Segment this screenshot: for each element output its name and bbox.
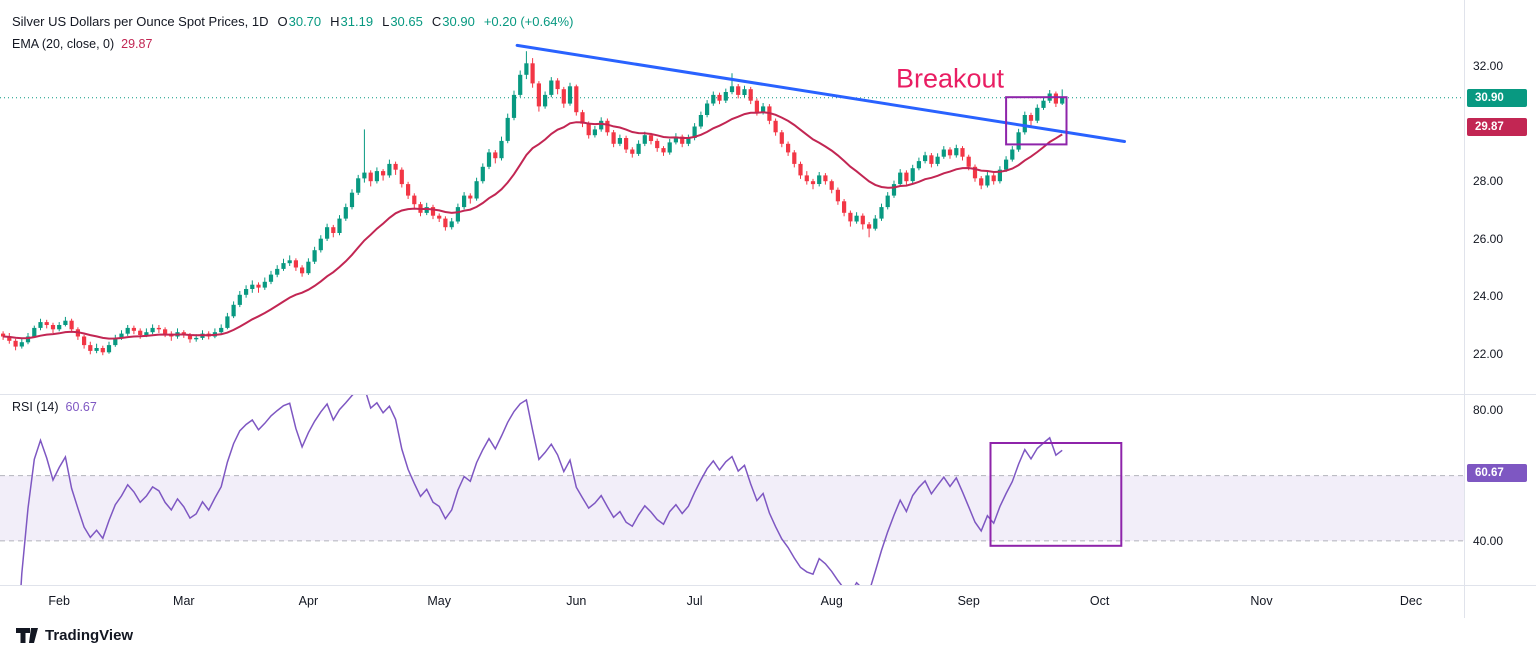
x-axis-label: Feb — [48, 594, 70, 608]
price-axis[interactable]: 32.00 28.00 26.00 24.00 22.00 30.90 29.87 80.00… — [1464, 0, 1536, 618]
open-label: O — [277, 14, 288, 29]
panel-separator[interactable] — [0, 394, 1536, 395]
tradingview-logo-icon[interactable] — [16, 628, 38, 643]
high-value: 31.19 — [340, 14, 374, 29]
close-value: 30.90 — [442, 14, 475, 29]
x-axis-label: Nov — [1250, 594, 1273, 608]
ohlc-close: C30.90 — [432, 13, 475, 31]
x-axis-label: May — [427, 594, 451, 608]
price-tick: 26.00 — [1473, 231, 1504, 246]
x-axis-label: Oct — [1089, 594, 1110, 608]
rsi-highlight-rect[interactable] — [989, 442, 1123, 547]
trendline[interactable] — [515, 43, 1126, 143]
x-axis-label: Dec — [1399, 594, 1423, 608]
x-axis-label: Sep — [957, 594, 980, 608]
brand-name[interactable]: TradingView — [45, 627, 134, 644]
rsi-band — [0, 475, 1464, 541]
rsi-panel[interactable] — [0, 394, 1464, 585]
rsi-line — [20, 394, 1063, 585]
axis-separator — [0, 585, 1536, 586]
x-axis-label: Apr — [298, 594, 319, 608]
price-tick: 28.00 — [1473, 174, 1504, 189]
rsi-label[interactable]: RSI (14) — [12, 400, 59, 414]
rsi-legend: RSI (14) 60.67 — [12, 400, 97, 414]
candles — [1, 51, 1065, 356]
x-axis-label: Jul — [686, 594, 703, 608]
ema-row: EMA (20, close, 0) 29.87 — [12, 35, 573, 53]
price-panel[interactable]: Breakout — [0, 0, 1464, 394]
ema-value: 29.87 — [121, 37, 153, 51]
breakout-highlight-rect[interactable] — [1005, 96, 1068, 146]
ohlc-open: O30.70 — [277, 13, 321, 31]
symbol-row: Silver US Dollars per Ounce Spot Prices,… — [12, 13, 573, 31]
footer: TradingView — [16, 627, 133, 644]
ohlc-high: H31.19 — [330, 13, 373, 31]
low-label: L — [382, 14, 390, 29]
rsi-tick: 40.00 — [1473, 533, 1504, 548]
price-tick: 22.00 — [1473, 346, 1504, 361]
ohlc-low: L30.65 — [382, 13, 423, 31]
ema-line — [3, 111, 1063, 340]
ema-label[interactable]: EMA (20, close, 0) — [12, 37, 115, 51]
time-axis[interactable]: Feb Mar Apr May Jun Jul Aug Sep Oct Nov Dec — [0, 585, 1464, 618]
breakout-annotation: Breakout — [896, 64, 1005, 94]
x-axis-label: Jun — [566, 594, 587, 608]
symbol-title[interactable]: Silver US Dollars per Ounce Spot Prices,… — [12, 14, 269, 29]
open-value: 30.70 — [288, 14, 322, 29]
change-value: +0.20 (+0.64%) — [483, 14, 574, 29]
low-value: 30.65 — [390, 14, 423, 29]
price-badge: 29.87 — [1467, 118, 1527, 137]
rsi-badge: 60.67 — [1467, 464, 1527, 483]
high-label: H — [330, 14, 340, 29]
price-badge: 30.90 — [1467, 88, 1527, 107]
rsi-tick: 80.00 — [1473, 403, 1504, 418]
x-axis-label: Mar — [173, 594, 195, 608]
chart-legend: Silver US Dollars per Ounce Spot Prices,… — [12, 13, 573, 53]
rsi-value: 60.67 — [65, 400, 97, 414]
price-tick: 24.00 — [1473, 289, 1504, 304]
price-tick: 32.00 — [1473, 59, 1504, 74]
x-axis-label: Aug — [820, 594, 843, 608]
close-label: C — [431, 14, 442, 29]
